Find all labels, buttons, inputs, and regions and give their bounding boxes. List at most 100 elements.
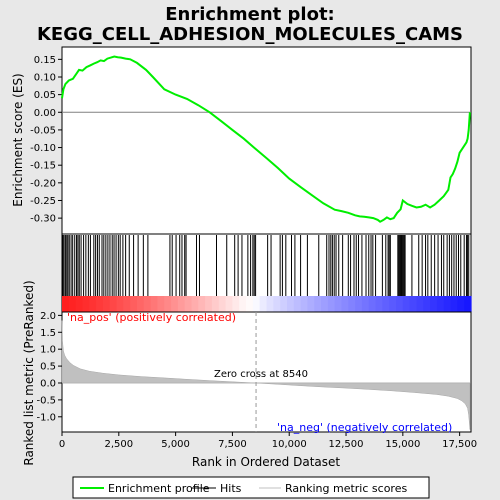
colorbar-segment [259, 296, 268, 312]
colorbar-segment [68, 296, 77, 312]
colorbar-segment [327, 296, 336, 312]
colorbar-segment [62, 296, 70, 312]
colorbar-segment [286, 296, 295, 312]
colorbar-segment [123, 296, 131, 312]
colorbar-segment [136, 296, 145, 312]
metric-y-tick-label: -1.0 [36, 412, 56, 423]
metric-y-axis-label: Ranked list metric (PreRanked) [22, 280, 36, 465]
colorbar-segment [314, 296, 322, 312]
legend-label: Enrichment profile [108, 482, 210, 495]
metric-y-tick-label: -0.5 [36, 395, 56, 406]
colorbar-segment [225, 296, 234, 312]
colorbar-segment [266, 296, 274, 312]
metric-y-axis-ticks: 2.0 1.5 1.0 0.5 0.0 -0.5 -1.0 [36, 311, 62, 423]
colorbar-segment [293, 296, 302, 312]
x-axis-label: Rank in Ordered Dataset [192, 455, 340, 469]
es-y-tick-label: -0.25 [30, 196, 56, 207]
colorbar-segment [89, 296, 97, 312]
colorbar-segment [430, 296, 438, 312]
colorbar-segment [355, 296, 363, 312]
metric-y-tick-label: 0.5 [40, 362, 56, 373]
colorbar-segment [211, 296, 220, 312]
legend-box [72, 476, 430, 499]
colorbar-segment [341, 296, 349, 312]
x-tick-label: 2,500 [104, 439, 133, 450]
legend: Enrichment profile Hits Ranking metric sco… [80, 482, 407, 495]
colorbar-segment [307, 296, 315, 312]
colorbar-segment [218, 296, 227, 312]
metric-y-tick-label: 1.0 [40, 345, 56, 356]
colorbar-segment [109, 296, 118, 312]
colorbar-segment [198, 296, 206, 312]
colorbar-segment [75, 296, 84, 312]
es-y-tick-label: -0.10 [30, 143, 56, 154]
es-y-tick-label: -0.15 [30, 161, 56, 172]
colorbar-segment [300, 296, 308, 312]
x-tick-label: 0 [59, 439, 65, 450]
colorbar-segment [191, 296, 199, 312]
hit-marks [62, 235, 470, 296]
es-y-tick-label: 0.15 [34, 55, 56, 66]
x-tick-label: 5,000 [161, 439, 190, 450]
colorbar-segment [416, 296, 424, 312]
colorbar-segment [116, 296, 124, 312]
chart-title-line1: Enrichment plot: [165, 4, 335, 25]
x-axis-ticks: 0 2,500 5,000 7,500 10,000 12,500 15,000 17,500 [59, 432, 477, 450]
es-y-axis-label: Enrichment score (ES) [11, 73, 25, 206]
colorbar-segment [232, 296, 240, 312]
metric-panel [61, 311, 472, 433]
colorbar-segment [334, 296, 343, 312]
colorbar-segment [423, 296, 431, 312]
metric-y-tick-label: 0.0 [40, 378, 56, 389]
es-y-tick-label: 0.10 [34, 72, 56, 83]
metric-y-tick-label: 1.5 [40, 328, 56, 339]
colorbar-segment [457, 296, 465, 312]
colorbar-segment [177, 296, 186, 312]
legend-label: Ranking metric scores [285, 482, 407, 495]
colorbar-segment [102, 296, 111, 312]
colorbar-segment [252, 296, 261, 312]
colorbar-segment [436, 296, 445, 312]
colorbar-segment [361, 296, 370, 312]
es-y-tick-label: 0.05 [34, 90, 56, 101]
colorbar-segment [389, 296, 397, 312]
colorbar-segment [205, 296, 213, 312]
es-y-tick-label: 0.00 [34, 108, 56, 119]
colorbar-segment [375, 296, 383, 312]
x-tick-label: 10,000 [272, 439, 307, 450]
es-y-tick-label: -0.05 [30, 125, 56, 136]
colorbar-segment [171, 296, 179, 312]
x-tick-label: 7,500 [218, 439, 247, 450]
colorbar-segment [82, 296, 90, 312]
colorbar-segment [164, 296, 172, 312]
colorbar-segment [368, 296, 377, 312]
colorbar-segment [396, 296, 404, 312]
colorbar-segment [143, 296, 152, 312]
colorbar-segment [239, 296, 247, 312]
colorbar-segment [246, 296, 254, 312]
rank-colorbar [62, 296, 472, 312]
es-y-axis-ticks: 0.15 0.10 0.05 0.00 -0.05 -0.10 -0.15 -0.20 -0.2… [30, 55, 62, 225]
x-tick-label: 17,500 [442, 439, 477, 450]
colorbar-segment [402, 296, 411, 312]
colorbar-segment [280, 296, 288, 312]
es-y-tick-label: -0.20 [30, 178, 56, 189]
colorbar-segment [273, 296, 281, 312]
colorbar-segment [382, 296, 390, 312]
es-y-tick-label: -0.30 [30, 214, 56, 225]
metric-y-tick-label: 2.0 [40, 311, 56, 322]
zero-cross-label: Zero cross at 8540 [214, 369, 308, 380]
colorbar-segment [157, 296, 165, 312]
chart-title-line2: KEGG_CELL_ADHESION_MOLECULES_CAMS [37, 24, 463, 45]
pos-correlated-label: 'na_pos' (positively correlated) [67, 311, 236, 324]
enrichment-profile-line [61, 55, 471, 223]
colorbar-segment [150, 296, 159, 312]
colorbar-segment [130, 296, 138, 312]
colorbar-segment [409, 296, 418, 312]
colorbar-segment [443, 296, 452, 312]
x-tick-label: 12,500 [329, 439, 364, 450]
colorbar-segment [348, 296, 356, 312]
colorbar-segment [184, 296, 193, 312]
